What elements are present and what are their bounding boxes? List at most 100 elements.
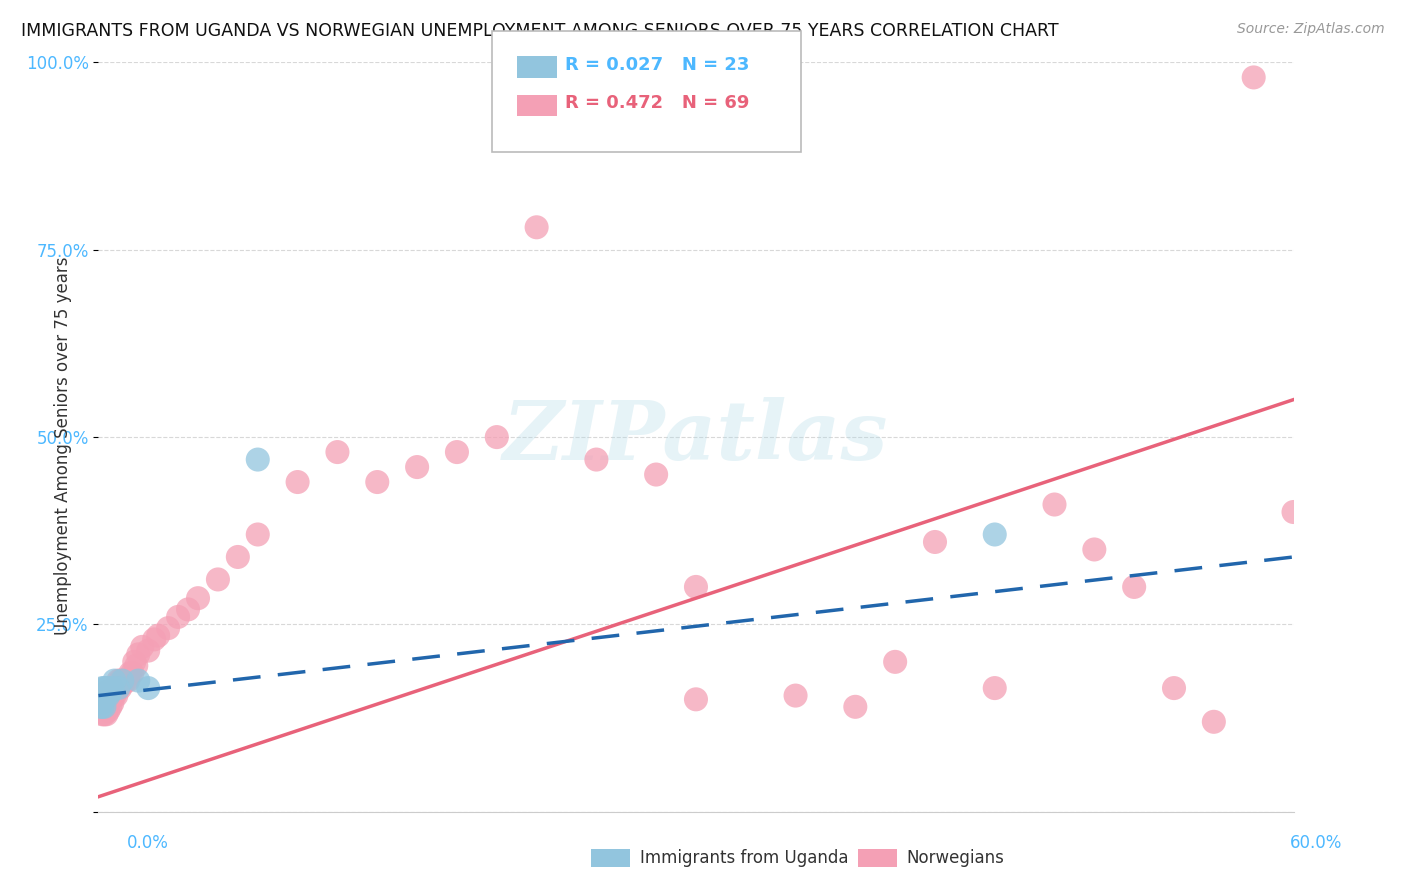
Point [110, 673, 132, 688]
Point [91, 699, 114, 714]
Text: R = 0.027   N = 23: R = 0.027 N = 23 [565, 56, 749, 74]
Point [111, 673, 134, 688]
Point [89, 689, 111, 703]
Point [93, 681, 115, 695]
Text: Source: ZipAtlas.com: Source: ZipAtlas.com [1237, 22, 1385, 37]
Point [103, 673, 125, 688]
Point [91, 699, 114, 714]
Point [177, 602, 200, 616]
Point [93, 699, 115, 714]
Text: Immigrants from Uganda: Immigrants from Uganda [640, 849, 848, 867]
Point [984, 681, 1007, 695]
Point [124, 655, 146, 669]
Point [326, 445, 349, 459]
Point [143, 632, 166, 647]
Point [91, 689, 114, 703]
Point [107, 681, 129, 695]
Point [107, 681, 129, 695]
Point [287, 475, 309, 489]
Point [91, 681, 114, 695]
Point [96, 685, 118, 699]
Point [89, 699, 111, 714]
Text: R = 0.472   N = 69: R = 0.472 N = 69 [565, 95, 749, 112]
Point [127, 673, 149, 688]
Point [115, 673, 138, 688]
Point [187, 591, 209, 606]
Point [97, 689, 120, 703]
Text: 0.0%: 0.0% [127, 834, 169, 852]
Point [1083, 542, 1105, 557]
Point [111, 677, 134, 691]
Point [110, 681, 132, 695]
Point [117, 673, 139, 688]
Point [93, 707, 115, 722]
Point [1282, 505, 1305, 519]
Point [101, 696, 124, 710]
Point [96, 681, 118, 695]
Point [884, 655, 907, 669]
Point [1163, 681, 1185, 695]
Point [685, 692, 707, 706]
Point [157, 621, 180, 635]
Point [685, 580, 707, 594]
Point [91, 689, 114, 703]
Point [984, 527, 1007, 541]
Point [101, 681, 124, 695]
Point [844, 699, 866, 714]
Point [112, 673, 135, 688]
Point [107, 673, 129, 688]
Point [136, 643, 159, 657]
Point [93, 689, 115, 703]
Point [103, 681, 125, 695]
Point [97, 689, 120, 703]
Text: Norwegians: Norwegians [907, 849, 1005, 867]
Point [1202, 714, 1225, 729]
Point [446, 445, 468, 459]
Point [246, 452, 269, 467]
Point [125, 658, 148, 673]
Point [226, 549, 249, 564]
Point [127, 648, 149, 662]
Point [485, 430, 508, 444]
Point [131, 640, 153, 654]
Point [120, 666, 142, 681]
Point [1043, 498, 1066, 512]
Text: ZIPatlas: ZIPatlas [503, 397, 889, 477]
Point [97, 704, 120, 718]
Point [366, 475, 388, 489]
Point [645, 467, 668, 482]
Point [105, 681, 128, 695]
Point [406, 460, 429, 475]
Point [585, 452, 607, 467]
Point [98, 685, 122, 699]
Point [91, 707, 114, 722]
Point [91, 696, 114, 710]
Point [785, 689, 807, 703]
Point [96, 707, 118, 722]
Point [96, 696, 118, 710]
Point [97, 681, 120, 695]
Point [98, 689, 122, 703]
Point [1243, 70, 1265, 85]
Point [97, 696, 120, 710]
Point [121, 666, 143, 681]
Point [89, 699, 111, 714]
Point [924, 535, 946, 549]
Point [526, 220, 548, 235]
Point [136, 681, 159, 695]
Point [103, 689, 125, 703]
Point [1123, 580, 1146, 594]
Point [93, 699, 115, 714]
Point [98, 699, 122, 714]
Point [96, 689, 118, 703]
Point [93, 689, 115, 703]
Point [148, 629, 170, 643]
Text: Unemployment Among Seniors over 75 years: Unemployment Among Seniors over 75 years [55, 257, 72, 635]
Point [101, 689, 124, 703]
Text: 60.0%: 60.0% [1291, 834, 1343, 852]
Point [207, 573, 229, 587]
Point [105, 689, 128, 703]
Text: IMMIGRANTS FROM UGANDA VS NORWEGIAN UNEMPLOYMENT AMONG SENIORS OVER 75 YEARS COR: IMMIGRANTS FROM UGANDA VS NORWEGIAN UNEM… [21, 22, 1059, 40]
Point [89, 689, 111, 703]
Point [89, 685, 111, 699]
